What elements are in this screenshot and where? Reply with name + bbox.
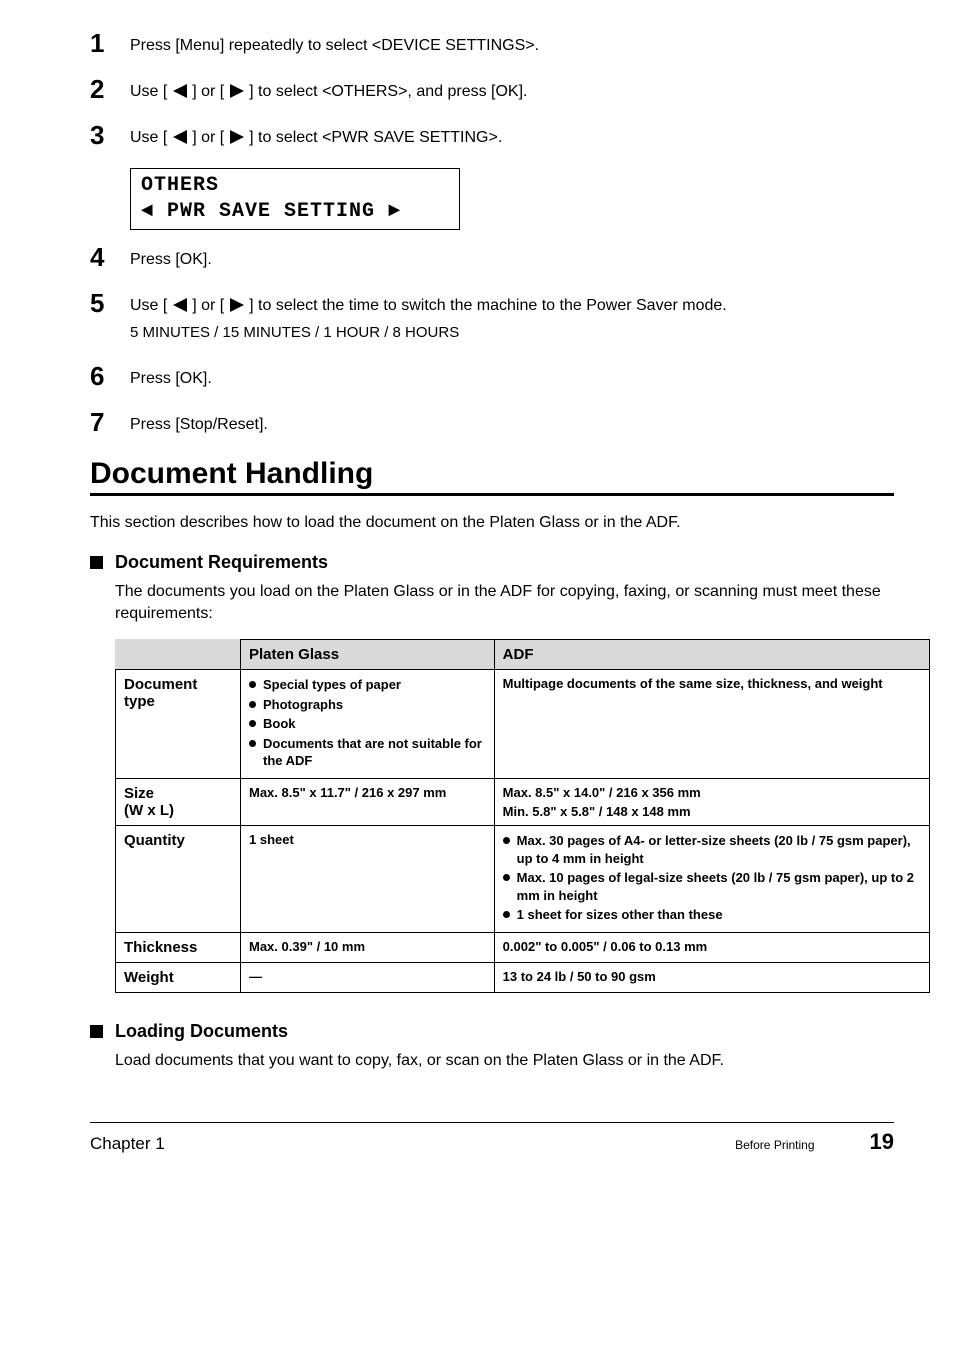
row-quantity: Quantity 1 sheet Max. 30 pages of A4- or… bbox=[116, 826, 930, 933]
subhead-doc-requirements: Document Requirements bbox=[90, 552, 894, 573]
step-text: Use [ ] or [ ] to select the time to swi… bbox=[130, 290, 894, 345]
step-prefix: Use [ bbox=[130, 129, 172, 146]
cell-adf: Max. 30 pages of A4- or letter-size shee… bbox=[494, 826, 929, 933]
list-item: Max. 10 pages of legal-size sheets (20 l… bbox=[503, 869, 921, 904]
lcd-line1: OTHERS bbox=[141, 173, 449, 199]
page-footer: Chapter 1 Before Printing 19 bbox=[90, 1122, 894, 1155]
lcd-right-arrow: ► bbox=[388, 200, 401, 223]
cell-adf: Multipage documents of the same size, th… bbox=[494, 670, 929, 779]
lcd-line2-text: PWR SAVE SETTING bbox=[154, 200, 388, 223]
step-suffix: ] to select the time to switch the machi… bbox=[245, 297, 727, 314]
subhead-text: Loading Documents bbox=[115, 1021, 288, 1042]
lcd-display: OTHERS ◄ PWR SAVE SETTING ► bbox=[130, 168, 460, 230]
left-triangle-icon bbox=[173, 84, 187, 98]
step-mid: ] or [ bbox=[188, 129, 229, 146]
footer-page-number: 19 bbox=[870, 1129, 894, 1155]
size-adf-b: Min. 5.8" x 5.8" / 148 x 148 mm bbox=[503, 804, 921, 819]
list-item: Special types of paper bbox=[249, 676, 486, 694]
step-number: 5 bbox=[90, 290, 130, 316]
step-subtext: 5 MINUTES / 15 MINUTES / 1 HOUR / 8 HOUR… bbox=[130, 322, 894, 345]
row-size: Size (W x L) Max. 8.5" x 11.7" / 216 x 2… bbox=[116, 779, 930, 826]
cell-platen: 1 sheet bbox=[241, 826, 495, 933]
cell-platen: Max. 8.5" x 11.7" / 216 x 297 mm bbox=[241, 779, 495, 826]
sub1-body: The documents you load on the Platen Gla… bbox=[115, 581, 894, 626]
step-6: 6 Press [OK]. bbox=[90, 363, 894, 391]
cell-platen: Max. 0.39" / 10 mm bbox=[241, 932, 495, 962]
step-prefix: Use [ bbox=[130, 297, 172, 314]
row-label: Size (W x L) bbox=[116, 779, 241, 826]
size-adf-a: Max. 8.5" x 14.0" / 216 x 356 mm bbox=[503, 785, 921, 800]
list-item: 1 sheet for sizes other than these bbox=[503, 906, 921, 924]
row-label: Weight bbox=[116, 962, 241, 992]
lcd-left-arrow: ◄ bbox=[141, 200, 154, 223]
subhead-text: Document Requirements bbox=[115, 552, 328, 573]
step-prefix: Use [ bbox=[130, 83, 172, 100]
cell-adf: 0.002" to 0.005" / 0.06 to 0.13 mm bbox=[494, 932, 929, 962]
right-triangle-icon bbox=[230, 84, 244, 98]
step-mid: ] or [ bbox=[188, 83, 229, 100]
col-adf: ADF bbox=[494, 640, 929, 670]
table-corner bbox=[116, 640, 241, 670]
row-label: Quantity bbox=[116, 826, 241, 933]
section-title: Document Handling bbox=[90, 457, 894, 491]
lcd-line2: ◄ PWR SAVE SETTING ► bbox=[141, 199, 449, 225]
step-2: 2 Use [ ] or [ ] to select <OTHERS>, and… bbox=[90, 76, 894, 104]
list-item: Book bbox=[249, 715, 486, 733]
row-label-b: (W x L) bbox=[124, 802, 232, 819]
step-5: 5 Use [ ] or [ ] to select the time to s… bbox=[90, 290, 894, 345]
step-7: 7 Press [Stop/Reset]. bbox=[90, 409, 894, 437]
step-3: 3 Use [ ] or [ ] to select <PWR SAVE SET… bbox=[90, 122, 894, 150]
step-mid: ] or [ bbox=[188, 297, 229, 314]
step-number: 4 bbox=[90, 244, 130, 270]
step-number: 3 bbox=[90, 122, 130, 148]
cell-adf: 13 to 24 lb / 50 to 90 gsm bbox=[494, 962, 929, 992]
footer-before: Before Printing bbox=[735, 1138, 814, 1152]
row-label: Thickness bbox=[116, 932, 241, 962]
section-rule bbox=[90, 493, 894, 496]
step-number: 7 bbox=[90, 409, 130, 435]
cell-adf: Max. 8.5" x 14.0" / 216 x 356 mm Min. 5.… bbox=[494, 779, 929, 826]
cell-platen: Special types of paper Photographs Book … bbox=[241, 670, 495, 779]
row-doctype: Document type Special types of paper Pho… bbox=[116, 670, 930, 779]
step-number: 6 bbox=[90, 363, 130, 389]
section-intro: This section describes how to load the d… bbox=[90, 514, 894, 532]
step-text: Press [Stop/Reset]. bbox=[130, 409, 894, 437]
list-item: Documents that are not suitable for the … bbox=[249, 735, 486, 770]
step-suffix: ] to select <PWR SAVE SETTING>. bbox=[245, 129, 503, 146]
list-item: Photographs bbox=[249, 696, 486, 714]
step-text: Press [OK]. bbox=[130, 363, 894, 391]
step-suffix: ] to select <OTHERS>, and press [OK]. bbox=[245, 83, 528, 100]
square-bullet-icon bbox=[90, 556, 103, 569]
footer-chapter: Chapter 1 bbox=[90, 1134, 165, 1154]
col-platen: Platen Glass bbox=[241, 640, 495, 670]
step-number: 2 bbox=[90, 76, 130, 102]
right-triangle-icon bbox=[230, 298, 244, 312]
requirements-table: Platen Glass ADF Document type Special t… bbox=[115, 639, 930, 992]
step-text: Press [OK]. bbox=[130, 244, 894, 272]
row-label-a: Size bbox=[124, 785, 232, 802]
step-1: 1 Press [Menu] repeatedly to select <DEV… bbox=[90, 30, 894, 58]
table-header-row: Platen Glass ADF bbox=[116, 640, 930, 670]
left-triangle-icon bbox=[173, 130, 187, 144]
square-bullet-icon bbox=[90, 1025, 103, 1038]
step-text: Use [ ] or [ ] to select <OTHERS>, and p… bbox=[130, 76, 894, 104]
row-weight: Weight — 13 to 24 lb / 50 to 90 gsm bbox=[116, 962, 930, 992]
step-text: Press [Menu] repeatedly to select <DEVIC… bbox=[130, 30, 894, 58]
cell-platen: — bbox=[241, 962, 495, 992]
row-label: Document type bbox=[116, 670, 241, 779]
left-triangle-icon bbox=[173, 298, 187, 312]
row-thickness: Thickness Max. 0.39" / 10 mm 0.002" to 0… bbox=[116, 932, 930, 962]
list-item: Max. 30 pages of A4- or letter-size shee… bbox=[503, 832, 921, 867]
sub2-body: Load documents that you want to copy, fa… bbox=[115, 1050, 894, 1072]
step-number: 1 bbox=[90, 30, 130, 56]
step-text: Use [ ] or [ ] to select <PWR SAVE SETTI… bbox=[130, 122, 894, 150]
step-4: 4 Press [OK]. bbox=[90, 244, 894, 272]
right-triangle-icon bbox=[230, 130, 244, 144]
subhead-loading-docs: Loading Documents bbox=[90, 1021, 894, 1042]
